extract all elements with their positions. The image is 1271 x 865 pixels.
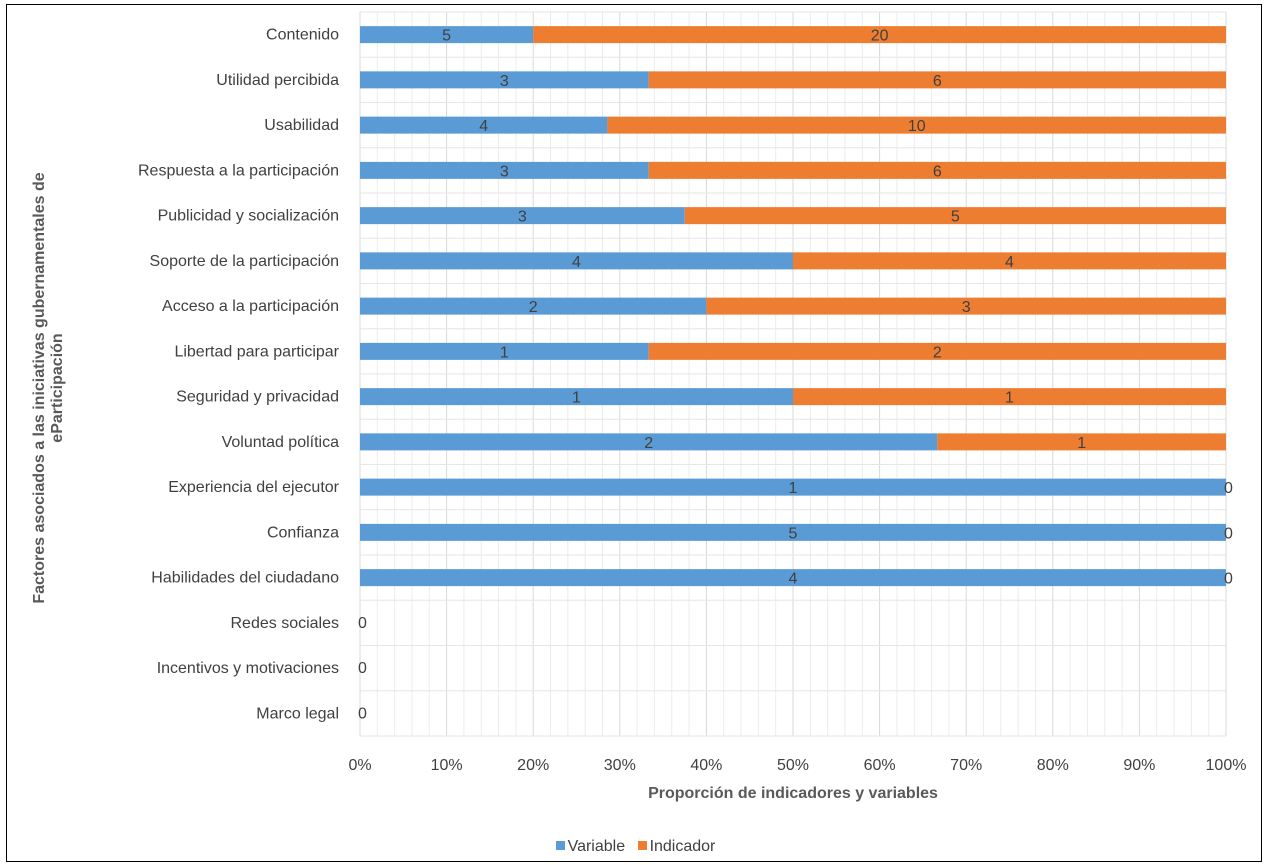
category-labels: Contenido Utilidad percibida Usabilidad Res… — [138, 27, 340, 723]
x-tick-label: 30% — [604, 757, 636, 774]
bar-variable — [360, 297, 707, 315]
x-tick-label: 70% — [950, 757, 982, 774]
data-label-indicador: 3 — [962, 299, 971, 316]
bar-variable — [360, 207, 685, 225]
legend-item-indicador: Indicador — [637, 838, 716, 856]
legend-swatch-indicador — [637, 841, 647, 851]
category-label: Respuesta a la participación — [138, 162, 339, 179]
category-label: Marco legal — [256, 705, 339, 722]
bar-variable — [360, 71, 649, 89]
category-label: Acceso a la participación — [162, 298, 339, 315]
legend-swatch-variable — [555, 841, 565, 851]
y-axis-title: Factores asociados a las iniciativas gub… — [31, 172, 66, 603]
data-label-indicador: 1 — [1005, 390, 1014, 407]
data-label-variable: 5 — [789, 525, 798, 542]
bar-indicador — [793, 252, 1226, 270]
data-label: 0 — [358, 705, 367, 722]
data-label-indicador: 20 — [871, 28, 889, 45]
data-label-indicador: 10 — [908, 118, 926, 135]
data-label-variable: 3 — [500, 73, 509, 90]
bar-variable — [360, 342, 649, 360]
data-label-indicador: 2 — [933, 344, 942, 361]
legend: Variable Indicador — [0, 838, 1271, 856]
legend-item-variable: Variable — [555, 838, 626, 856]
data-label: 0 — [358, 660, 367, 677]
x-tick-label: 90% — [1123, 757, 1155, 774]
x-tick-label: 40% — [690, 757, 722, 774]
data-label-indicador: 6 — [933, 73, 942, 90]
bar-indicador — [607, 116, 1226, 134]
x-tick-label: 50% — [777, 757, 809, 774]
x-tick-label: 80% — [1037, 757, 1069, 774]
bar-indicador — [706, 297, 1226, 315]
bar-variable — [360, 478, 1226, 496]
category-label: Experiencia del ejecutor — [168, 479, 339, 496]
bar-indicador — [648, 342, 1226, 360]
bars — [360, 26, 1226, 587]
data-label-indicador: 0 — [1224, 571, 1233, 588]
category-label: Habilidades del ciudadano — [151, 570, 339, 587]
bar-indicador — [937, 433, 1226, 451]
data-label-variable: 4 — [572, 254, 581, 271]
x-tick-label: 60% — [864, 757, 896, 774]
data-label-indicador: 5 — [951, 209, 960, 226]
data-label-variable: 1 — [572, 390, 581, 407]
category-label: Seguridad y privacidad — [176, 389, 339, 406]
data-label-indicador: 1 — [1077, 435, 1086, 452]
data-label-variable: 3 — [500, 163, 509, 180]
category-label: Libertad para participar — [174, 343, 339, 360]
bar-indicador — [533, 26, 1226, 44]
category-label: Soporte de la participación — [150, 253, 339, 270]
legend-label: Variable — [567, 838, 626, 855]
data-label-variable: 2 — [644, 435, 653, 452]
category-label: Contenido — [266, 27, 339, 44]
bar-variable — [360, 26, 534, 44]
category-label: Publicidad y socialización — [158, 208, 339, 225]
bar-variable — [360, 252, 793, 270]
x-tick-label: 100% — [1206, 757, 1247, 774]
data-label-indicador: 6 — [933, 163, 942, 180]
bar-variable — [360, 569, 1226, 587]
x-tick-label: 20% — [517, 757, 549, 774]
bar-indicador — [648, 161, 1226, 179]
bar-variable — [360, 388, 793, 406]
data-label-variable: 5 — [442, 28, 451, 45]
data-label-variable: 1 — [500, 344, 509, 361]
x-axis-title: Proporción de indicadores y variables — [648, 785, 938, 802]
bar-variable — [360, 116, 608, 134]
bar-variable — [360, 433, 938, 451]
data-label-variable: 3 — [518, 209, 527, 226]
bar-indicador — [684, 207, 1226, 225]
x-tick-labels: 0% 10% 20% 30% 40% 50% 60% 70% 80% 90% 100% — [348, 757, 1246, 774]
category-label: Redes sociales — [231, 615, 340, 632]
category-label: Usabilidad — [264, 117, 339, 134]
bar-indicador — [648, 71, 1226, 89]
category-label: Confianza — [267, 524, 339, 541]
x-tick-label: 10% — [431, 757, 463, 774]
x-tick-label: 0% — [348, 757, 371, 774]
data-label-variable: 4 — [479, 118, 488, 135]
data-label-variable: 2 — [529, 299, 538, 316]
data-label-variable: 1 — [789, 480, 798, 497]
legend-label: Indicador — [649, 838, 716, 855]
category-label: Voluntad política — [222, 434, 340, 451]
data-label-indicador: 4 — [1005, 254, 1014, 271]
data-label-indicador: 0 — [1224, 480, 1233, 497]
category-label: Incentivos y motivaciones — [157, 660, 339, 677]
bar-variable — [360, 523, 1226, 541]
data-label-indicador: 0 — [1224, 525, 1233, 542]
bar-variable — [360, 161, 649, 179]
data-label: 0 — [358, 615, 367, 632]
data-label-variable: 4 — [789, 571, 798, 588]
category-label: Utilidad percibida — [216, 72, 339, 89]
bar-indicador — [793, 388, 1226, 406]
